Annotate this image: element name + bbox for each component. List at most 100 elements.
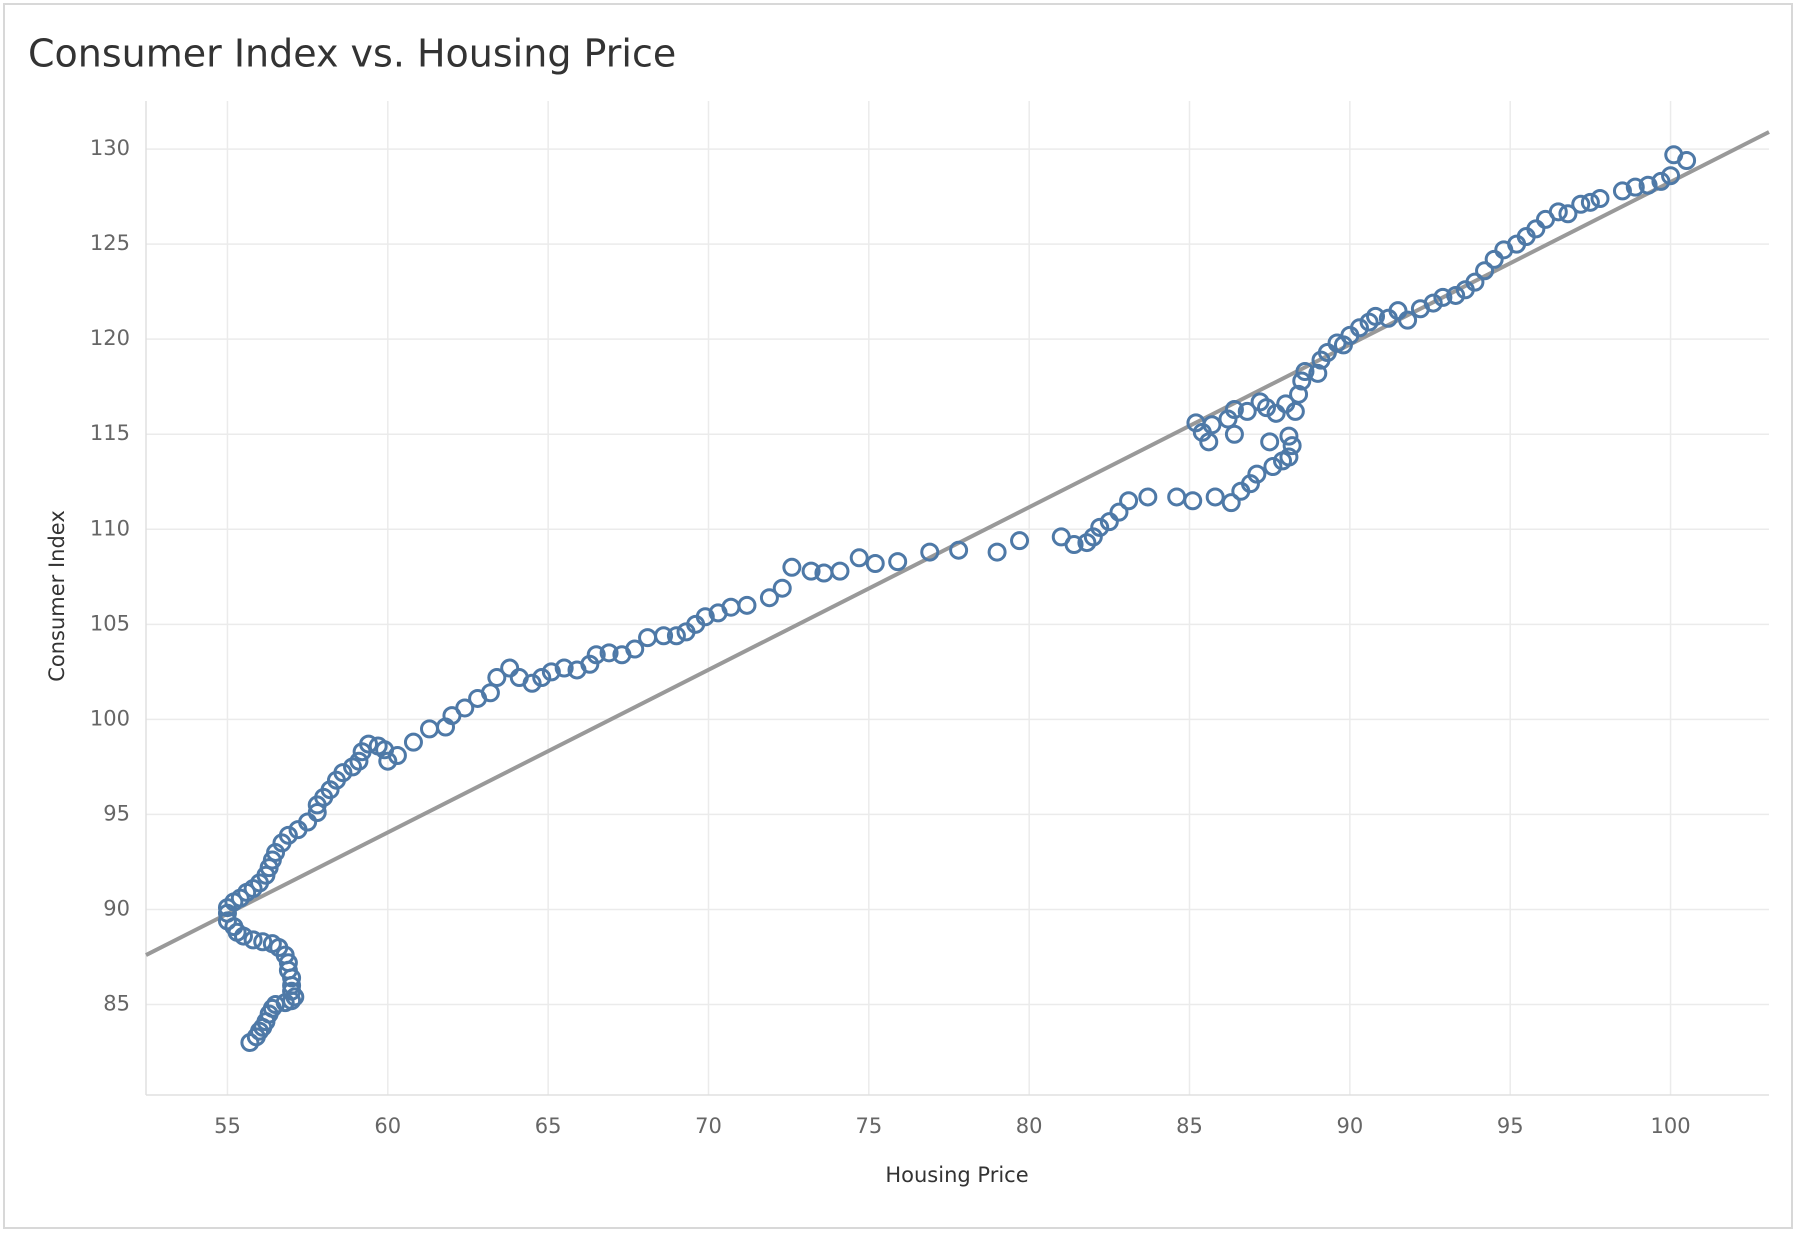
point <box>1475 261 1495 281</box>
point <box>1282 436 1302 456</box>
x-axis-title: Housing Price <box>885 1163 1028 1187</box>
point <box>1308 363 1328 383</box>
point <box>1064 534 1084 554</box>
point <box>1398 310 1418 330</box>
point <box>759 588 779 608</box>
point <box>1465 272 1485 292</box>
point <box>1423 293 1443 313</box>
point <box>830 561 850 581</box>
point <box>737 595 757 615</box>
point <box>1247 464 1267 484</box>
point <box>378 751 398 771</box>
point <box>1289 384 1309 404</box>
y-tick-label: 115 <box>90 421 130 445</box>
point <box>1388 301 1408 321</box>
x-tick-label: 95 <box>1497 1114 1524 1138</box>
point <box>865 553 885 573</box>
point <box>586 645 606 665</box>
y-tick-label: 125 <box>90 231 130 255</box>
point <box>1677 150 1697 170</box>
x-tick-label: 60 <box>374 1114 401 1138</box>
point <box>599 643 619 663</box>
point <box>1366 306 1386 326</box>
point <box>625 639 645 659</box>
y-tick-label: 110 <box>90 516 130 540</box>
point <box>666 626 686 646</box>
point <box>987 542 1007 562</box>
point <box>554 658 574 678</box>
point <box>333 763 353 783</box>
point <box>1651 171 1671 191</box>
point <box>278 825 298 845</box>
point <box>1625 177 1645 197</box>
point <box>1433 287 1453 307</box>
point <box>1484 249 1504 269</box>
point <box>1661 166 1681 186</box>
point <box>522 673 542 693</box>
point <box>849 548 869 568</box>
point <box>949 540 969 560</box>
point <box>1099 512 1119 532</box>
point <box>801 561 821 581</box>
point <box>253 932 273 952</box>
y-tick-label: 85 <box>103 992 130 1016</box>
point <box>1260 432 1280 452</box>
point <box>487 668 507 688</box>
y-tick-label: 130 <box>90 136 130 160</box>
x-tick-label: 75 <box>855 1114 882 1138</box>
point <box>654 626 674 646</box>
y-tick-label: 90 <box>103 896 130 920</box>
point <box>1285 401 1305 421</box>
x-tick-label: 65 <box>535 1114 562 1138</box>
point <box>1138 487 1158 507</box>
x-tick-label: 90 <box>1336 1114 1363 1138</box>
point <box>772 578 792 598</box>
point <box>1109 502 1129 522</box>
point <box>387 745 407 765</box>
point <box>359 734 379 754</box>
x-tick-label: 85 <box>1176 1114 1203 1138</box>
point <box>782 557 802 577</box>
point <box>298 812 318 832</box>
y-tick-label: 105 <box>90 611 130 635</box>
point <box>1279 447 1299 467</box>
point <box>262 934 282 954</box>
point <box>1580 192 1600 212</box>
point <box>1349 318 1369 338</box>
point <box>1590 189 1610 209</box>
point <box>1295 362 1315 382</box>
frame <box>3 3 1793 1229</box>
point <box>282 981 302 1001</box>
chart-title: Consumer Index vs. Housing Price <box>28 32 676 76</box>
point <box>403 732 423 752</box>
point <box>307 803 327 823</box>
point <box>1548 202 1568 222</box>
point <box>1263 457 1283 477</box>
point <box>532 668 552 688</box>
point <box>1526 219 1546 239</box>
point <box>1256 398 1276 418</box>
point <box>541 662 561 682</box>
point <box>1279 426 1299 446</box>
y-tick-label: 100 <box>90 706 130 730</box>
point <box>1638 175 1658 195</box>
point <box>217 911 237 931</box>
point <box>349 751 369 771</box>
point <box>1224 424 1244 444</box>
point <box>1612 181 1632 201</box>
point <box>480 683 500 703</box>
point <box>1571 194 1591 214</box>
point <box>1221 493 1241 513</box>
point <box>888 552 908 572</box>
x-tick-label: 70 <box>695 1114 722 1138</box>
point <box>1317 342 1337 362</box>
y-axis-title: Consumer Index <box>45 510 69 682</box>
point <box>1183 491 1203 511</box>
point <box>243 930 263 950</box>
point <box>1205 487 1225 507</box>
point <box>1202 415 1222 435</box>
y-tick-label: 120 <box>90 326 130 350</box>
x-tick-label: 100 <box>1651 1114 1691 1138</box>
